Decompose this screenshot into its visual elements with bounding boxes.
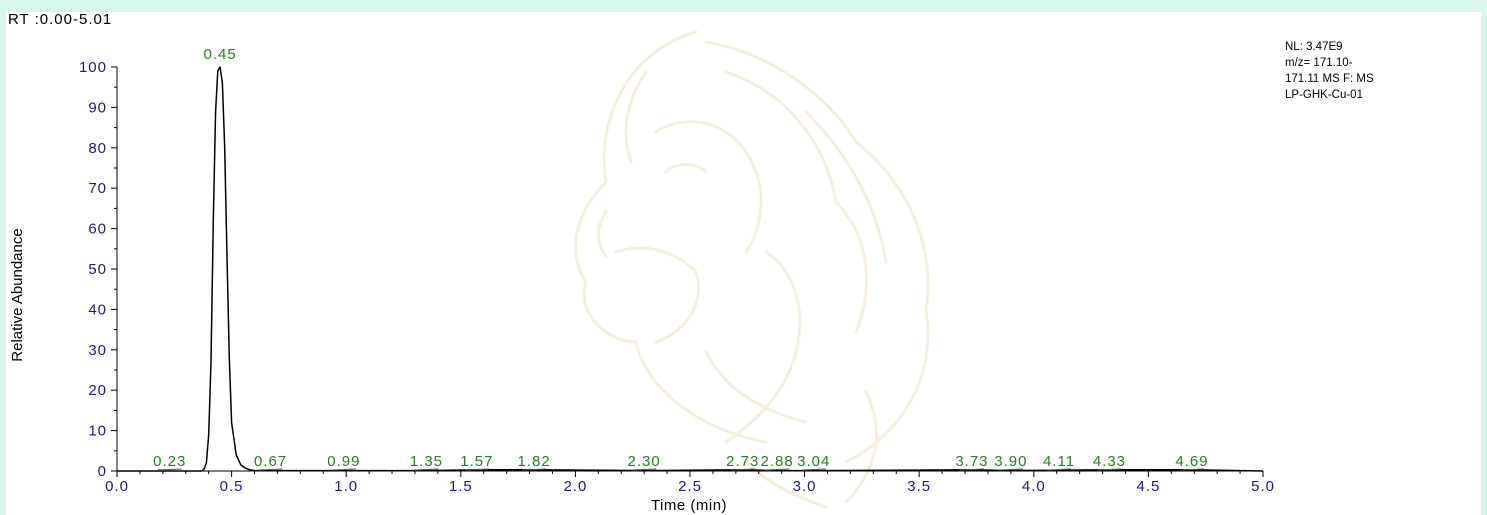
chromatogram-chart: RT :0.00-5.01 NL: 3.47E9 m/z= 171.10- 17… [8, 12, 1374, 514]
peak-labels: 0.45 0.23 0.67 0.99 1.35 1.57 1.82 2.30 2.73 2.88… [153, 46, 1208, 470]
info-line-scan-filter: 171.11 MS F: MS [1285, 73, 1374, 85]
trace-line [117, 66, 1264, 472]
y-tick-label: 70 [88, 180, 107, 197]
y-tick-label: 50 [88, 261, 107, 278]
y-tick-label: 90 [88, 99, 107, 116]
peak-label: 0.67 [254, 453, 287, 470]
x-tick-label: 0.0 [105, 478, 129, 495]
x-axis-title: Time (min) [651, 497, 727, 514]
peak-label: 4.69 [1175, 453, 1208, 470]
peak-label: 1.35 [410, 453, 443, 470]
peak-label: 2.73 [726, 453, 759, 470]
info-line-mz: m/z= 171.10- [1285, 57, 1353, 69]
peak-label: 0.99 [327, 453, 360, 470]
x-tick-label: 0.5 [220, 478, 244, 495]
minor-peak-mark [730, 468, 755, 471]
x-tick-label: 1.0 [334, 478, 358, 495]
minor-peak-mark [464, 468, 489, 471]
chromatogram-panel: RT :0.00-5.01 NL: 3.47E9 m/z= 171.10- 17… [6, 12, 1481, 515]
y-tick-label: 80 [88, 140, 107, 157]
lion-head-watermark-icon [574, 30, 930, 509]
minor-peak-mark [801, 468, 826, 471]
info-line-sample-name: LP-GHK-Cu-01 [1285, 89, 1363, 101]
y-tick-label: 20 [88, 382, 107, 399]
peak-label: 3.04 [797, 453, 830, 470]
peak-label: 4.11 [1043, 453, 1075, 470]
info-line-nl: NL: 3.47E9 [1285, 41, 1343, 53]
y-tick-label: 30 [88, 342, 107, 359]
y-tick-label: 40 [88, 301, 107, 318]
y-tick-label: 0 [98, 463, 107, 480]
peak-label: 3.90 [994, 453, 1027, 470]
x-tick-label: 1.5 [449, 478, 473, 495]
minor-peak-mark [1179, 468, 1204, 471]
peak-label: 0.45 [204, 46, 237, 63]
minor-peak-mark [331, 468, 356, 471]
x-tick-label: 5.0 [1251, 478, 1275, 495]
info-box: NL: 3.47E9 m/z= 171.10- 171.11 MS F: MS … [1285, 41, 1374, 101]
x-tick-label: 4.0 [1022, 478, 1046, 495]
minor-peak-mark [998, 468, 1023, 471]
x-tick-label: 3.5 [907, 478, 931, 495]
peak-label: 2.88 [760, 453, 793, 470]
peak-label: 4.33 [1093, 453, 1126, 470]
axis-tick-labels: 0.0 0.5 1.0 1.5 2.0 2.5 3.0 3.5 4.0 4.5 5.0 0 10 20 30… [79, 59, 1275, 495]
y-tick-label: 60 [88, 221, 107, 238]
peak-label: 1.57 [460, 453, 493, 470]
minor-peak-mark [522, 468, 547, 471]
minor-peak-mark [765, 468, 790, 471]
minor-peak-mark [157, 468, 182, 471]
x-tick-label: 2.0 [563, 478, 587, 495]
chromatogram-trace [117, 66, 1264, 472]
x-tick-label: 3.0 [793, 478, 817, 495]
minor-peak-mark [258, 468, 283, 471]
rt-range-label: RT :0.00-5.01 [8, 12, 112, 28]
y-axis-title: Relative Abundance [9, 228, 26, 361]
minor-peak-mark [959, 468, 984, 471]
peak-label: 0.23 [153, 453, 186, 470]
peak-label: 3.73 [955, 453, 988, 470]
peak-label: 2.30 [628, 453, 661, 470]
x-tick-label: 4.5 [1136, 478, 1160, 495]
y-tick-label: 10 [88, 423, 107, 440]
x-tick-label: 2.5 [678, 478, 702, 495]
minor-peak-mark [632, 468, 657, 471]
peak-label: 1.82 [518, 453, 551, 470]
minor-peak-mark [414, 468, 439, 471]
minor-peak-mark [1097, 468, 1122, 471]
axis-ticks [111, 66, 1264, 477]
y-tick-label: 100 [79, 59, 107, 76]
minor-peak-mark [1046, 468, 1072, 471]
